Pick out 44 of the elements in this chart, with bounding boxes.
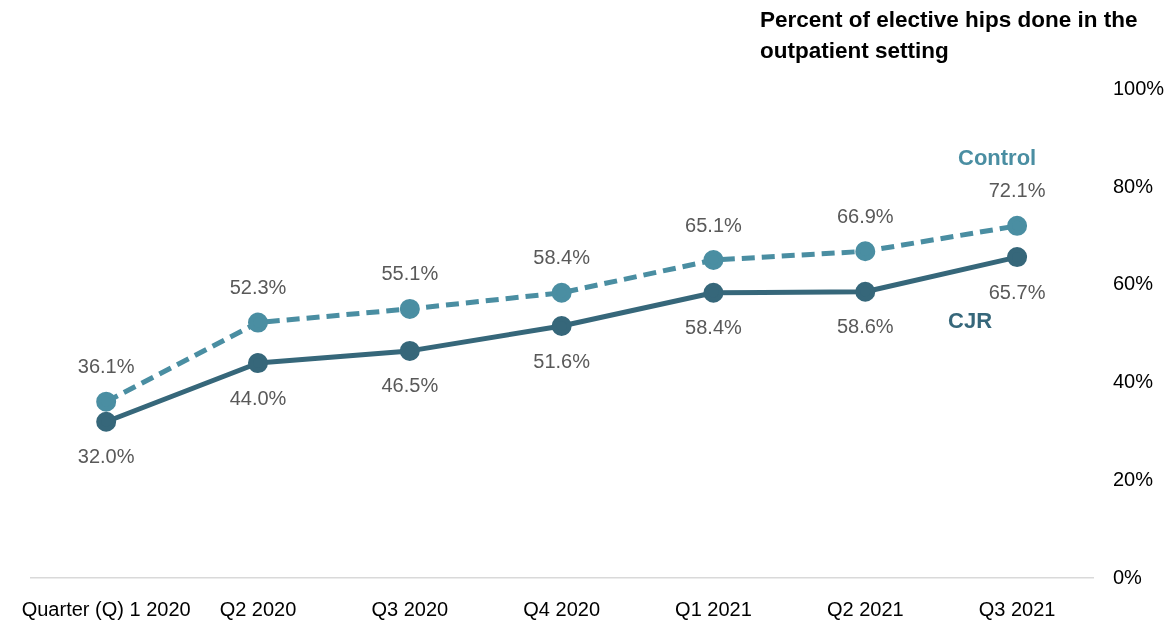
y-tick-label: 100% (1113, 77, 1165, 100)
data-label: 66.9% (836, 204, 894, 227)
data-label: 58.6% (836, 315, 894, 338)
point (703, 282, 724, 303)
x-tick-label: Q4 2020 (523, 597, 600, 620)
point (1007, 247, 1028, 268)
data-label: 55.1% (381, 262, 439, 285)
series-label: CJR (948, 308, 993, 334)
y-tick-label: 40% (1113, 370, 1154, 393)
point (247, 312, 268, 333)
x-tick-label: Q2 2020 (219, 597, 297, 620)
point (1007, 215, 1028, 236)
point (703, 250, 724, 271)
data-label: 32.0% (77, 445, 135, 468)
data-label: 58.4% (533, 246, 591, 269)
data-label: 51.6% (533, 349, 591, 372)
y-tick-label: 60% (1113, 272, 1154, 295)
point (247, 353, 268, 374)
point (551, 315, 572, 336)
x-tick-label: Quarter (Q) 1 2020 (21, 597, 191, 620)
point (96, 391, 117, 412)
point (399, 298, 420, 319)
y-tick-label: 20% (1113, 467, 1154, 490)
x-tick-label: Q1 2021 (675, 597, 752, 620)
point (399, 340, 420, 361)
point (96, 411, 117, 432)
y-tick-label: 0% (1113, 565, 1143, 588)
data-label: 46.5% (381, 374, 439, 397)
y-tick-label: 80% (1113, 174, 1154, 197)
data-label: 52.3% (229, 276, 287, 299)
point (855, 281, 876, 302)
x-tick-label: Q3 2021 (978, 597, 1056, 620)
data-label: 44.0% (229, 386, 287, 409)
data-label: 36.1% (77, 355, 135, 378)
x-tick-label: Q3 2020 (371, 597, 449, 620)
data-label: 58.4% (685, 316, 743, 339)
x-tick-label: Q2 2021 (826, 597, 904, 620)
data-label: 65.1% (685, 213, 743, 236)
text: Control (957, 144, 1037, 170)
data-label: 65.7% (988, 280, 1046, 303)
point (551, 282, 572, 303)
data-label: 72.1% (988, 179, 1046, 202)
point (855, 241, 876, 262)
chart-title: Percent of elective hips done in the outpatient setting (760, 6, 1139, 65)
